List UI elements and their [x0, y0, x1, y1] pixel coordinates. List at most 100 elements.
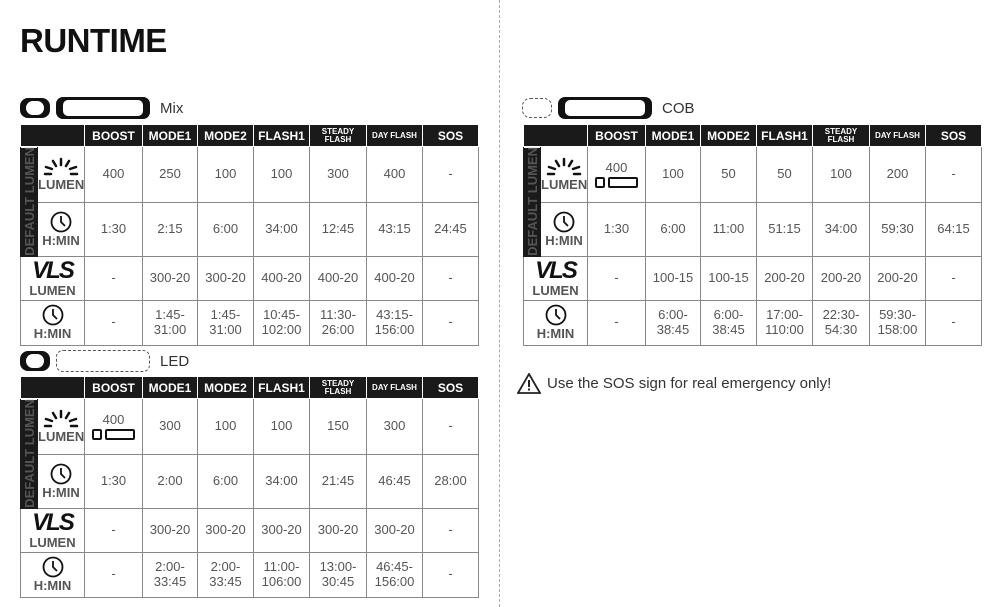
- lumen-row-icon: LUMEN: [37, 397, 85, 456]
- value-text: 34:00: [265, 472, 298, 488]
- value-text: 2:00: [157, 472, 183, 488]
- value-cell: 6:00- 38:45: [700, 299, 757, 346]
- round-lamp-on-icon: [20, 98, 50, 118]
- clock-icon: [553, 211, 575, 233]
- value-text: -: [448, 521, 453, 537]
- value-cell: -: [587, 255, 646, 301]
- value-text: 300-20: [149, 269, 191, 285]
- value-cell: 100: [253, 397, 310, 456]
- value-cell: 2:00- 33:45: [197, 551, 254, 598]
- value-cell: 400-20: [366, 255, 423, 301]
- value-cell: -: [422, 551, 479, 598]
- value-text: 17:00- 110:00: [765, 306, 804, 337]
- value-cell: -: [84, 551, 143, 598]
- value-text: 34:00: [265, 220, 298, 236]
- runtime-table-cob: BOOST MODE1 MODE2 FLASH1 STEADY FLASH DAY FLA…: [523, 124, 982, 346]
- value-cell: 22:30- 54:30: [812, 299, 870, 346]
- column-header: BOOST: [84, 124, 143, 147]
- bar-lamp-on-icon: [558, 97, 652, 119]
- value-text: 11:30- 26:00: [320, 306, 356, 337]
- corner-cell: [523, 124, 588, 147]
- value-text: 43:15: [378, 220, 411, 236]
- value-text: 200-20: [877, 269, 918, 285]
- column-header: DAY FLASH: [869, 124, 926, 147]
- value-text: -: [448, 418, 453, 434]
- corner-cell: [20, 124, 85, 147]
- value-text: 300: [327, 166, 349, 182]
- value-text: 100: [270, 418, 293, 434]
- value-cell: 2:15: [142, 202, 198, 257]
- runtime-row-icon: H:MIN: [37, 202, 85, 257]
- value-cell: -: [422, 299, 479, 346]
- value-cell: 34:00: [253, 202, 310, 257]
- value-text: 400-20: [261, 269, 302, 285]
- round-lamp-on-icon: [20, 351, 50, 371]
- column-header: STEADY FLASH: [309, 124, 367, 147]
- value-cell: 400-20: [309, 255, 367, 301]
- value-text: -: [111, 314, 116, 330]
- value-text: 250: [159, 166, 181, 182]
- header-row: BOOST MODE1 MODE2 FLASH1 STEADY FLASH DAY FLA…: [20, 124, 479, 147]
- table-row-lumen: DEFAULT LUMEN LUMEN 400 300 100 100 150 300 -: [20, 397, 479, 509]
- value-text: 1:30: [100, 472, 127, 488]
- value-cell: -: [925, 299, 982, 346]
- column-header: SOS: [422, 376, 479, 399]
- value-cell: 300-20: [253, 507, 310, 553]
- value-cell: 300-20: [197, 255, 254, 301]
- vls-runtime-row-icon: H:MIN: [523, 299, 588, 346]
- value-cell: 100-15: [645, 255, 701, 301]
- value-cell: 1:30: [84, 202, 143, 257]
- sos-warning: Use the SOS sign for real emergency only…: [517, 373, 831, 394]
- value-text: 400: [383, 166, 406, 182]
- clock-icon: [545, 304, 566, 326]
- value-cell: 400: [587, 145, 646, 204]
- value-text: 1:45- 31:00: [209, 306, 242, 337]
- value-text: 100: [270, 166, 293, 182]
- legend-label: Mix: [160, 99, 184, 117]
- value-cell: 300-20: [366, 507, 423, 553]
- table-row-runtime: H:MIN 1:30 2:00 6:00 34:00 21:45 46:45 28:00: [21, 454, 479, 509]
- value-cell: -: [422, 397, 479, 456]
- value-cell: 100-15: [700, 255, 757, 301]
- column-header: DAY FLASH: [366, 376, 423, 399]
- value-cell: 2:00: [142, 454, 198, 509]
- column-header: MODE2: [197, 376, 254, 399]
- column-header: FLASH1: [756, 124, 813, 147]
- legend-led: LED: [20, 349, 189, 373]
- value-cell: 300-20: [197, 507, 254, 553]
- value-text: -: [111, 269, 116, 285]
- value-text: 400: [102, 412, 125, 428]
- value-text: 400-20: [374, 269, 415, 285]
- value-cell: 34:00: [812, 202, 870, 257]
- bar-lamp-on-icon: [56, 97, 150, 119]
- value-cell: -: [587, 299, 646, 346]
- value-text: 46:45- 156:00: [374, 558, 415, 589]
- clock-icon: [42, 556, 63, 578]
- table-row-vls-runtime: H:MIN - 1:45- 31:00 1:45- 31:00 10:45- 102:0…: [20, 299, 479, 346]
- value-cell: 13:00- 30:45: [309, 551, 367, 598]
- value-cell: 300: [366, 397, 423, 456]
- value-cell: 200-20: [869, 255, 926, 301]
- column-header: BOOST: [84, 376, 143, 399]
- value-text: 300: [383, 418, 406, 434]
- value-cell: 10:45- 102:00: [253, 299, 310, 346]
- value-cell: -: [84, 299, 143, 346]
- hmin-label: H:MIN: [545, 232, 583, 248]
- value-cell: 1:30: [84, 454, 143, 509]
- value-text: 100-15: [652, 269, 694, 285]
- value-text: 13:00- 30:45: [319, 558, 357, 589]
- value-text: 400: [102, 166, 125, 182]
- value-text: 300-20: [317, 521, 359, 537]
- value-text: 59:30- 158:00: [877, 306, 918, 337]
- column-header: SOS: [925, 124, 982, 147]
- value-cell: 400-20: [253, 255, 310, 301]
- value-cell: 150: [309, 397, 367, 456]
- value-cell: -: [422, 507, 479, 553]
- vls-logo: VLS: [32, 508, 75, 536]
- value-text: -: [111, 521, 116, 537]
- column-header: MODE2: [700, 124, 757, 147]
- value-cell: 100: [197, 145, 254, 204]
- value-cell: 6:00: [197, 454, 254, 509]
- value-cell: 51:15: [756, 202, 813, 257]
- value-text: 24:45: [434, 220, 467, 236]
